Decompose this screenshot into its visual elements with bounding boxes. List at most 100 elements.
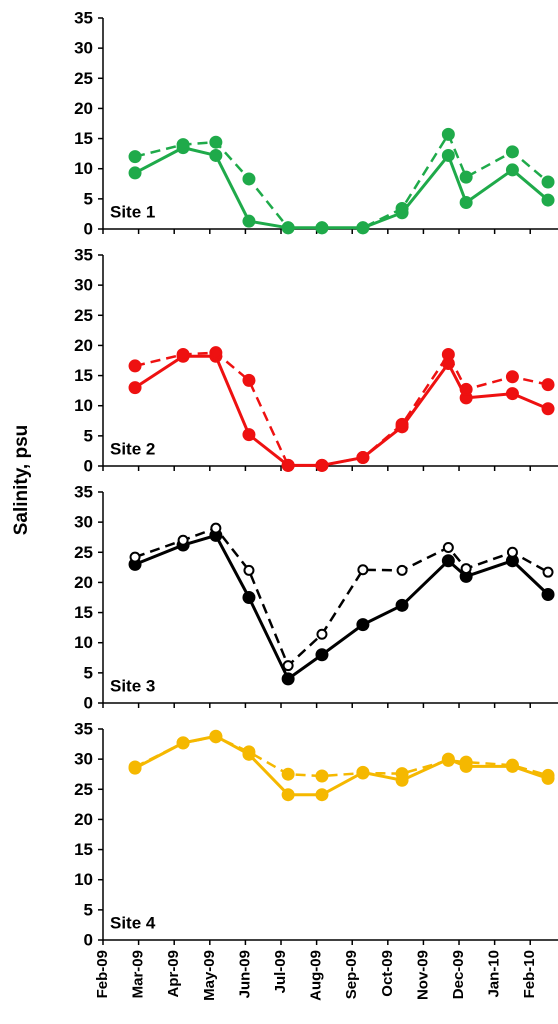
y-tick-label: 15 [74,840,93,859]
marker [128,150,142,164]
x-tick-label: Nov-09 [414,950,431,1000]
marker [506,546,518,558]
marker [242,591,256,604]
marker [442,541,454,553]
solid-line [134,354,549,467]
solid-line [134,533,550,681]
marker [541,587,555,601]
x-tick-label: May-09 [201,950,218,1001]
y-tick-label: 35 [74,245,93,264]
marker [242,428,256,442]
y-tick-label: 20 [74,573,93,592]
x-tick-label: Jan-10 [486,950,503,998]
marker [459,382,473,396]
marker [356,221,370,235]
y-tick-label: 30 [74,39,93,58]
marker [505,758,519,772]
marker [315,769,329,783]
marker [441,753,455,767]
marker [209,346,223,360]
x-tick-label: Jul-09 [272,950,289,993]
marker [356,618,370,632]
marker [460,563,472,575]
y-tick-label: 0 [84,693,93,712]
marker [128,381,142,395]
marker [395,202,409,216]
marker [281,767,295,781]
marker [459,170,473,184]
marker [541,402,555,416]
marker [210,522,222,534]
x-tick-label: Aug-09 [308,950,325,1001]
y-tick-label: 30 [74,513,93,532]
marker [315,788,329,802]
marker [242,172,256,186]
dashed-line [134,735,549,778]
marker [242,745,256,759]
x-tick-label: Dec-09 [450,950,467,999]
marker [281,458,295,472]
dashed-line [134,351,549,467]
x-tick-label: Oct-09 [379,950,396,997]
marker [128,166,142,180]
marker [395,767,409,781]
x-tick-label: Feb-09 [94,950,111,998]
marker [441,554,455,568]
y-tick-label: 0 [84,930,93,949]
marker [315,221,329,235]
marker [176,736,190,750]
marker [541,175,555,189]
y-tick-label: 10 [74,396,93,415]
site-label: Site 3 [110,676,155,695]
marker [209,730,223,744]
y-tick-label: 10 [74,159,93,178]
marker [505,370,519,384]
marker [209,148,223,162]
marker [282,660,294,672]
marker [356,451,370,465]
y-tick-label: 20 [74,810,93,829]
marker [315,648,329,662]
y-tick-label: 30 [74,276,93,295]
marker [542,566,554,578]
marker [176,138,190,152]
y-tick-label: 5 [84,189,93,208]
marker [505,145,519,159]
site-label: Site 4 [110,913,156,932]
marker [356,766,370,780]
y-tick-label: 0 [84,219,93,238]
dashed-line [134,526,549,667]
marker [128,359,142,373]
x-tick-label: Mar-09 [130,950,147,998]
site-label: Site 2 [110,439,155,458]
dashed-line [134,133,549,230]
marker [129,551,141,563]
y-tick-label: 10 [74,633,93,652]
marker [505,387,519,401]
y-tick-label: 25 [74,69,93,88]
marker [441,127,455,141]
y-axis-label: Salinity, psu [11,425,32,536]
x-tick-label: Jun-09 [236,950,253,998]
marker [281,788,295,802]
marker [441,148,455,162]
marker [242,214,256,228]
marker [176,347,190,361]
y-tick-label: 5 [84,900,93,919]
y-tick-label: 35 [74,482,93,501]
site-label: Site 1 [110,202,155,221]
y-tick-label: 15 [74,129,93,148]
marker [459,195,473,209]
y-tick-label: 20 [74,99,93,118]
x-tick-label: Feb-10 [521,950,538,998]
y-tick-label: 15 [74,603,93,622]
x-tick-label: Apr-09 [165,950,182,998]
y-tick-label: 25 [74,780,93,799]
marker [242,373,256,387]
y-tick-label: 25 [74,543,93,562]
marker [209,135,223,149]
marker [505,163,519,177]
y-tick-label: 35 [74,8,93,27]
y-tick-label: 30 [74,750,93,769]
